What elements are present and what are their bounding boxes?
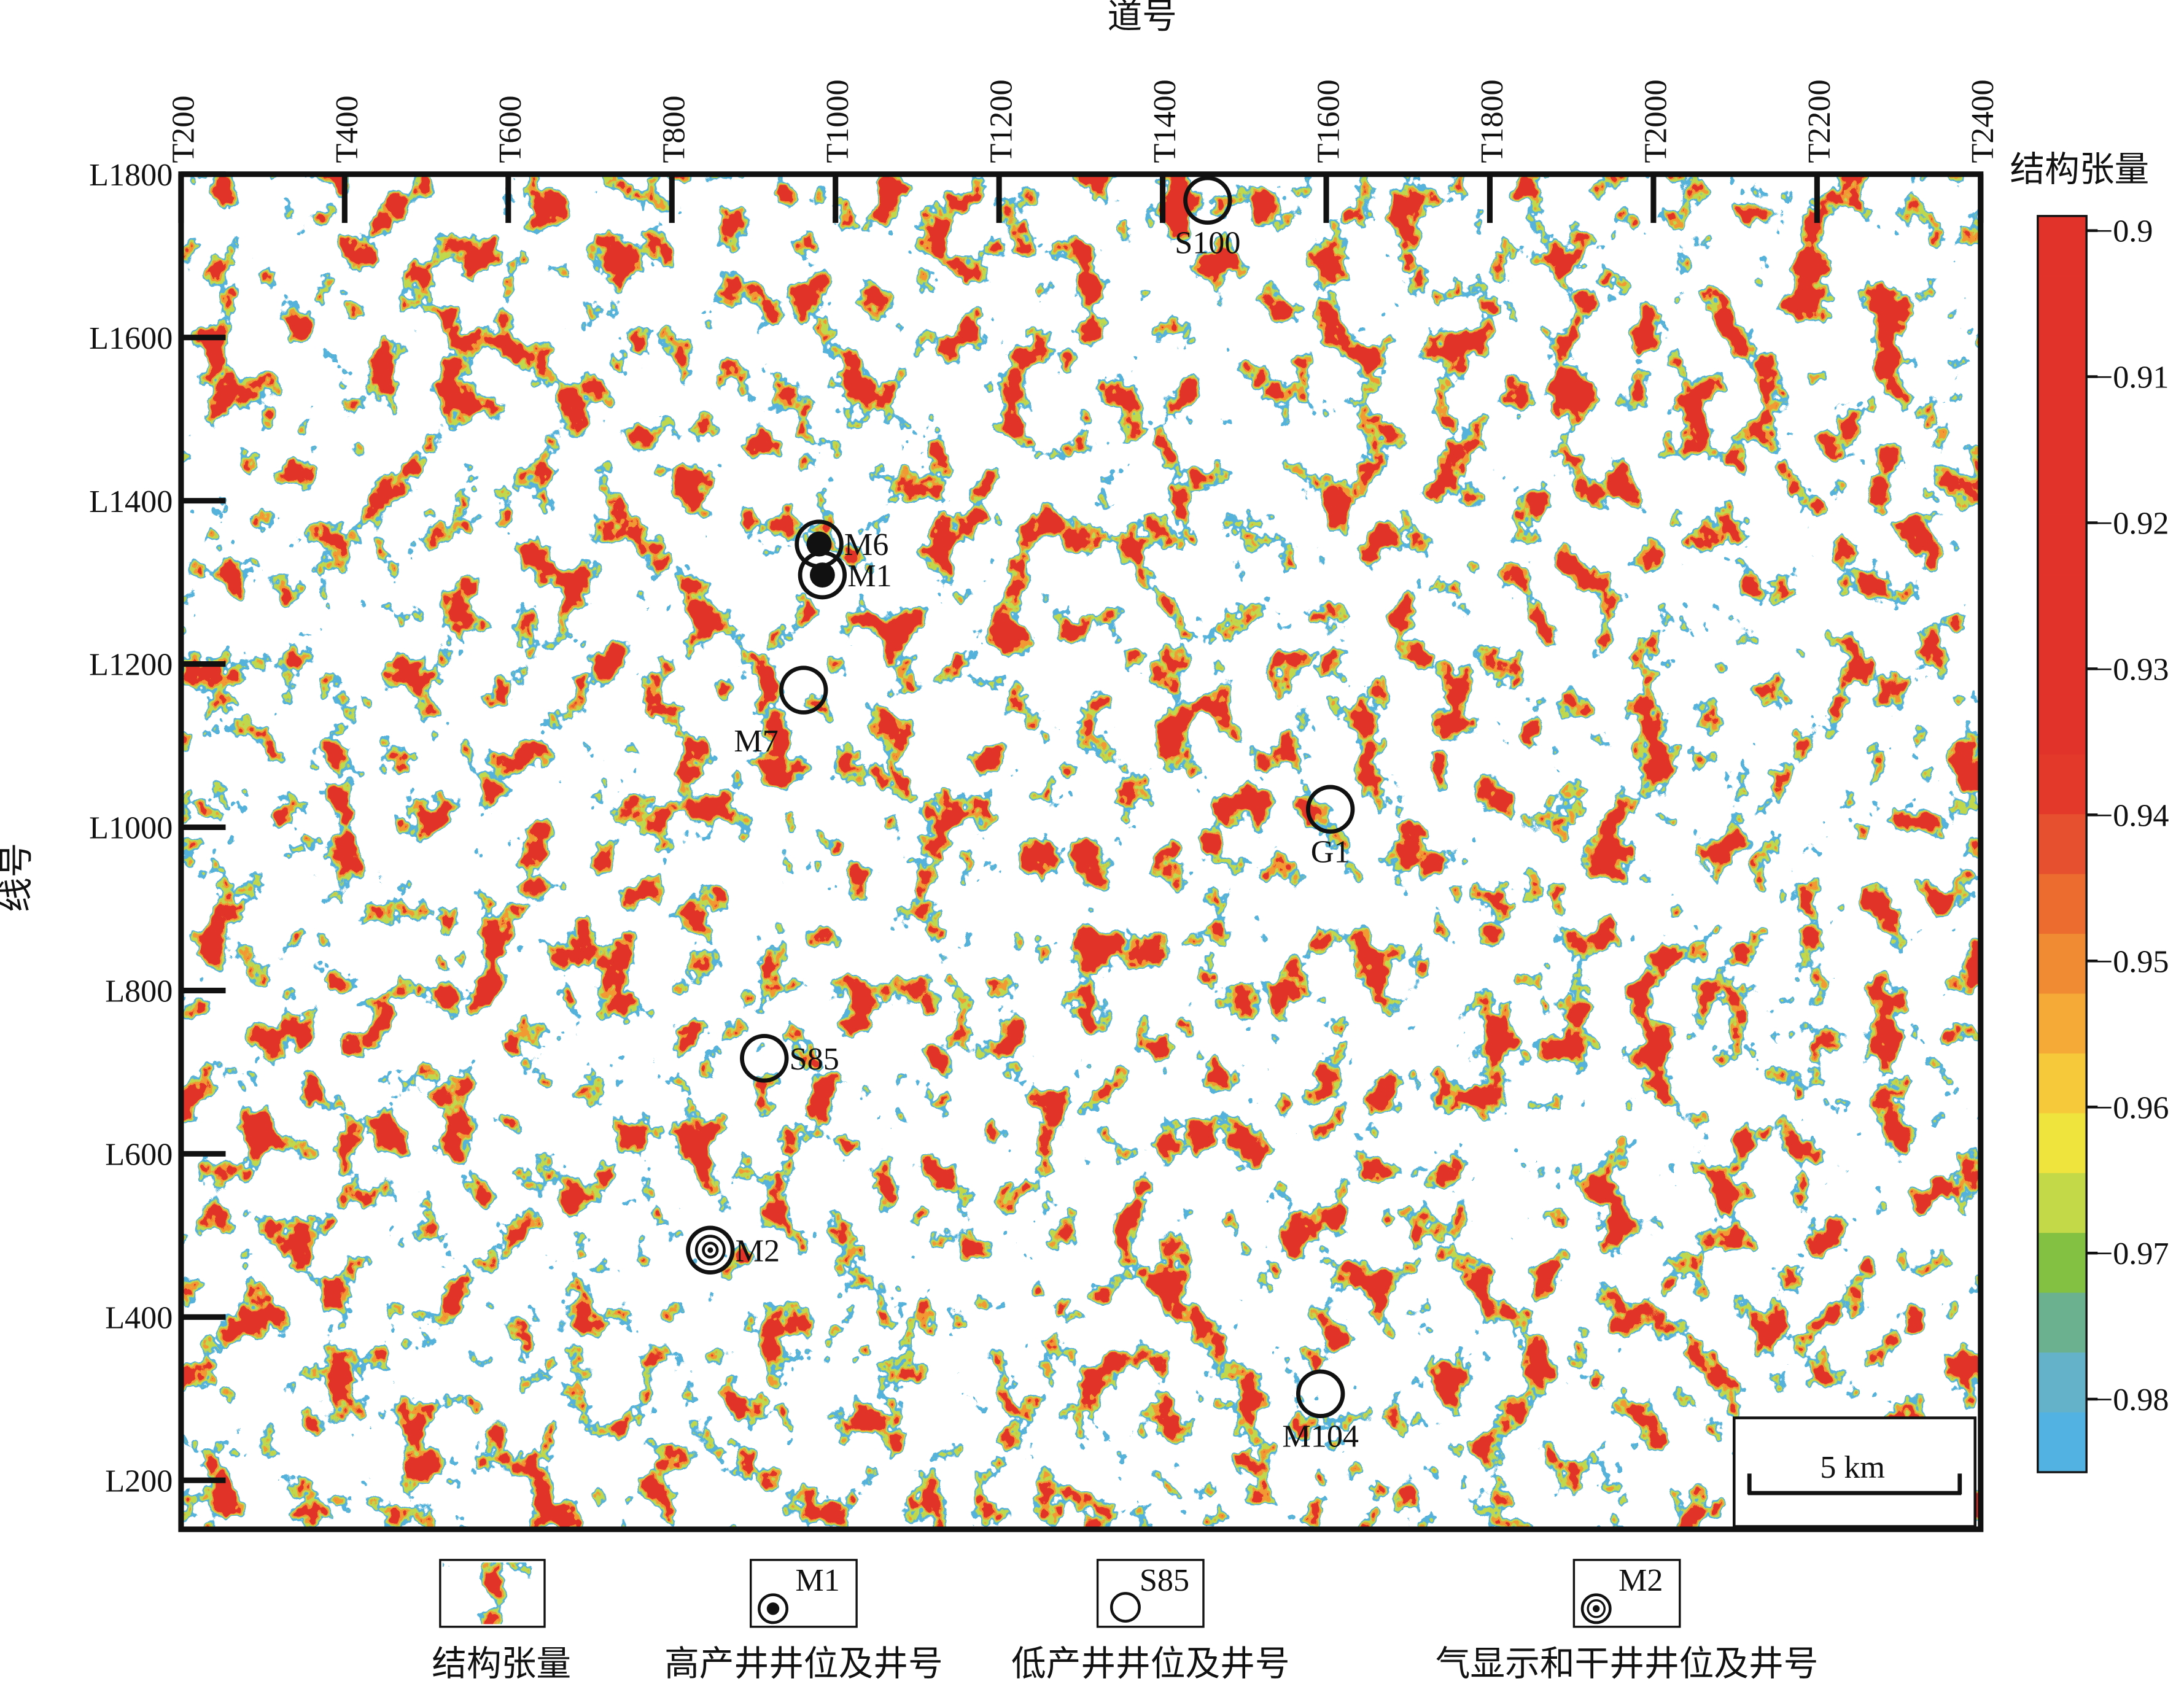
attribute-texture [181,174,1981,1530]
x-tick-label: T1200 [984,79,1019,163]
colorbar-segment [2037,1412,2087,1473]
x-tick-label: T1800 [1475,79,1510,163]
legend: 结构张量 [432,1559,571,1683]
colorbar-title: 结构张量 [2010,150,2149,189]
colorbar-segment [2037,934,2087,995]
colorbar-segment [2037,1352,2087,1413]
legend-ring [1593,1605,1600,1612]
well-marker [740,1034,789,1083]
well-ring [702,1241,719,1259]
legend-sample: S85 [1140,1563,1189,1598]
colorbar-tick-label: −0.9 [2095,214,2153,249]
x-tick-label: T2200 [1802,79,1837,163]
well-label: S85 [790,1042,839,1077]
well-label: M6 [844,527,888,562]
attribute-map [181,174,1981,1530]
y-tick-label: L1200 [89,648,173,683]
legend-marker [758,1593,788,1624]
colorbar-tick-label: −0.97 [2095,1236,2169,1271]
colorbar-tick-label: −0.93 [2095,653,2169,688]
colorbar-segment [2037,754,2087,815]
colorbar-segment [2037,395,2087,456]
colorbar-segment [2037,514,2087,576]
colorbar-tick-label: −0.92 [2095,506,2169,541]
well-label: M2 [736,1233,780,1268]
colorbar-segment [2037,1233,2087,1294]
y-tick-label: L1800 [89,158,173,193]
legend-dot [766,1602,780,1615]
y-tick-label: L200 [105,1464,173,1499]
well-label: M1 [847,559,892,594]
y-tick-label: L1600 [89,321,173,356]
y-tick-label: L1400 [89,484,173,519]
x-tick-label: T1000 [820,79,855,163]
x-tick-label: T2400 [1965,79,2000,163]
legend-label: 低产井井位及井号 [1011,1645,1290,1683]
well-marker [1183,176,1232,225]
colorbar-segment [2037,455,2087,516]
well-marker [798,550,847,600]
legend-sample: M2 [1619,1563,1663,1598]
colorbar-tick-label: −0.91 [2095,360,2169,395]
x-axis-title: 道号 [1107,0,1176,36]
x-tick-label: T200 [166,96,201,163]
well-label: M104 [1282,1419,1359,1454]
x-tick-label: T2000 [1638,79,1673,163]
legend-ring [1587,1599,1606,1618]
well-marker [1296,1369,1345,1418]
colorbar-segment [2037,874,2087,935]
legend-marker [1580,1593,1612,1624]
colorbar-tick-label: −0.94 [2095,798,2169,833]
colorbar-frame [2037,215,2088,1473]
legend-label: 高产井井位及井号 [664,1645,943,1683]
colorbar-segment [2037,814,2087,875]
x-tick-label: T600 [493,96,528,163]
colorbar-tick-label: −0.96 [2095,1090,2169,1125]
y-tick-label: L600 [105,1138,173,1173]
legend-texture [443,1562,542,1624]
legend-box [750,1559,858,1628]
well-dot [809,562,835,588]
colorbar-segment [2037,1113,2087,1174]
x-tick-label: T800 [657,96,692,163]
colorbar-tick-label: −0.95 [2095,944,2169,979]
x-tick-label: T1400 [1148,79,1183,163]
well-marker [1305,785,1355,834]
y-tick-label: L400 [105,1300,173,1335]
colorbar-segment [2037,1173,2087,1234]
colorbar-segment [2037,1053,2087,1114]
y-tick-label: L800 [105,974,173,1009]
scale-box [1733,1416,1976,1528]
colorbar-segment [2037,335,2087,397]
colorbar-segment [2037,694,2087,755]
colorbar-segment [2037,993,2087,1055]
legend-sample: M1 [795,1563,839,1598]
well-label: M7 [734,724,778,759]
legend-label: 结构张量 [432,1645,571,1683]
legend-label: 气显示和干井井位及井号 [1436,1645,1819,1683]
colorbar-tick-label: −0.98 [2095,1383,2169,1418]
colorbar-segment [2037,575,2087,636]
colorbar-segment [2037,276,2087,336]
well-ring [694,1235,726,1266]
well-dot [707,1247,713,1253]
colorbar-segment [2037,215,2087,277]
legend-marker [1109,1592,1141,1623]
well-dot [806,531,832,557]
colorbar-segment [2037,634,2087,696]
well-marker [779,665,828,715]
y-tick-label: L1000 [89,811,173,846]
x-tick-label: T1600 [1311,79,1346,163]
well-label: S100 [1175,226,1240,261]
x-tick-label: T400 [330,96,365,163]
well-marker [686,1225,735,1275]
y-axis-title: 线号 [0,843,36,912]
colorbar-segment [2037,1292,2087,1354]
well-label: G1 [1311,834,1350,869]
map-frame [178,171,1984,1532]
scale-label: 5 km [1820,1450,1885,1485]
